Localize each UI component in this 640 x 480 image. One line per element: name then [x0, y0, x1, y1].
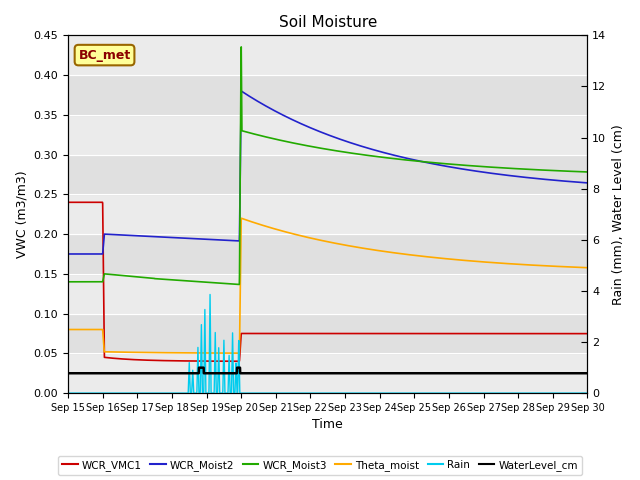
Bar: [68, 194, 588, 234]
Bar: [68, 274, 588, 313]
Bar: [68, 75, 588, 115]
Bar: [68, 313, 588, 353]
Bar: [68, 36, 588, 75]
Text: BC_met: BC_met: [79, 48, 131, 61]
Bar: [68, 155, 588, 194]
Title: Soil Moisture: Soil Moisture: [278, 15, 377, 30]
Bar: [68, 353, 588, 393]
Bar: [68, 115, 588, 155]
Legend: WCR_VMC1, WCR_Moist2, WCR_Moist3, Theta_moist, Rain, WaterLevel_cm: WCR_VMC1, WCR_Moist2, WCR_Moist3, Theta_…: [58, 456, 582, 475]
Y-axis label: VWC (m3/m3): VWC (m3/m3): [15, 170, 28, 258]
Bar: [68, 234, 588, 274]
Y-axis label: Rain (mm), Water Level (cm): Rain (mm), Water Level (cm): [612, 124, 625, 305]
X-axis label: Time: Time: [312, 419, 343, 432]
